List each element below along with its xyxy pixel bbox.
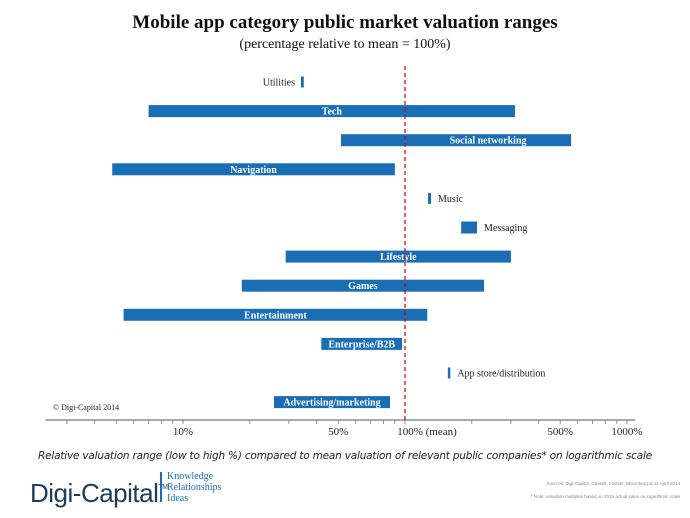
- bar-enterprise-b-b: [321, 337, 403, 350]
- x-tick-label: 100% (mean): [397, 426, 457, 438]
- logo-divider: [160, 472, 162, 502]
- bar-label: Utilities: [263, 78, 295, 89]
- bar-label: Enterprise/B2B: [328, 339, 395, 350]
- source-note: Sources: Digi-Capital, Gaskell, Factset,…: [546, 481, 680, 486]
- bar-entertainment: [123, 308, 428, 321]
- bar-label: App store/distribution: [457, 369, 545, 380]
- bar-label: Navigation: [230, 165, 277, 176]
- x-tick-label: 10%: [173, 426, 193, 438]
- tagline: Knowledge Relationships Ideas: [167, 471, 221, 504]
- x-axis-label: Relative valuation range (low to high %)…: [38, 450, 652, 462]
- bar-advertising-marketing: [274, 396, 391, 409]
- bar-messaging: [461, 221, 477, 234]
- bar-label: Tech: [322, 107, 343, 118]
- logo-text: Digi-Capital: [30, 478, 159, 508]
- chart-title: Mobile app category public market valuat…: [132, 12, 558, 33]
- bar-label: Advertising/marketing: [283, 398, 380, 409]
- bar-social-networking: [341, 134, 572, 147]
- bar-app-store-distribution: [447, 367, 451, 379]
- bar-label: Entertainment: [244, 310, 307, 321]
- bar-lifestyle: [285, 250, 511, 263]
- bar-tech: [148, 105, 516, 118]
- copyright: © Digi-Capital 2014: [53, 403, 120, 412]
- tagline-relationships: Relationships: [167, 482, 222, 493]
- bar-label: Games: [348, 281, 378, 292]
- range-chart: 10% 50% 100% (mean) 500% 1000% Utilities Tech S…: [45, 66, 643, 438]
- bar-label: Music: [438, 194, 464, 205]
- tagline-ideas: Ideas: [167, 493, 189, 504]
- tagline-knowledge: Knowledge: [167, 471, 214, 482]
- bar-label: Social networking: [450, 136, 527, 147]
- x-tick-label: 50%: [328, 426, 348, 438]
- bar-games: [241, 279, 485, 292]
- footnote: * Note: valuation multiples based on 201…: [530, 494, 680, 499]
- chart-subtitle: (percentage relative to mean = 100%): [239, 37, 451, 52]
- x-tick-label: 500%: [547, 426, 573, 438]
- digi-capital-logo: Digi-CapitalTM: [30, 478, 168, 509]
- bar-label: Lifestyle: [380, 252, 417, 263]
- x-tick-label: 1000%: [611, 426, 642, 438]
- bar-label: Messaging: [484, 223, 527, 234]
- logo-tm: TM: [158, 484, 168, 491]
- bar-navigation: [112, 163, 395, 176]
- bar-utilities: [300, 76, 304, 88]
- bar-music: [428, 192, 432, 204]
